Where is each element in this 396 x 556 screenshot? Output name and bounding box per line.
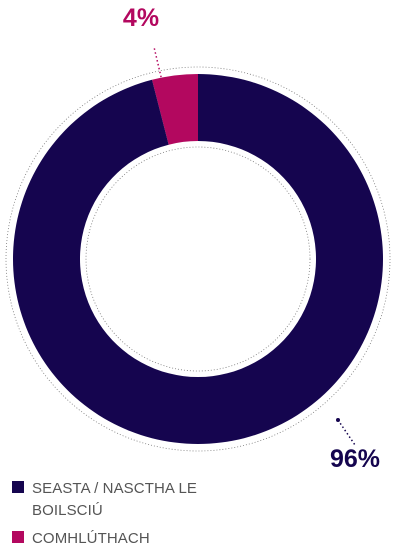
slice-seasta: [13, 74, 384, 444]
legend: SEASTA / NASCTHA LE BOILSCIÚ COMHLÚTHACH: [12, 478, 272, 556]
leader-dot-seasta: [336, 418, 340, 422]
outer-dotted-ring: [5, 66, 391, 452]
legend-swatch-seasta: [12, 481, 24, 493]
leader-line-seasta: [337, 419, 356, 446]
leader-line-comhluthach: [153, 46, 163, 82]
data-label-comhluthach: 4%: [123, 4, 159, 32]
legend-item-seasta: SEASTA / NASCTHA LE BOILSCIÚ: [12, 478, 272, 522]
leader-dot-comhluthach: [160, 79, 164, 83]
inner-dotted-ring: [85, 146, 311, 372]
legend-swatch-comhluthach: [12, 531, 24, 543]
callouts: 96% 4%: [123, 4, 380, 470]
slice-comhluthach: [151, 74, 198, 145]
data-label-seasta: 96%: [330, 445, 380, 470]
legend-item-comhluthach: COMHLÚTHACH: [12, 528, 272, 550]
legend-label-seasta: SEASTA / NASCTHA LE BOILSCIÚ: [32, 480, 198, 519]
slices: [13, 74, 384, 444]
legend-label-comhluthach: COMHLÚTHACH: [32, 530, 150, 547]
donut-chart: 96% 4%: [5, 4, 391, 470]
